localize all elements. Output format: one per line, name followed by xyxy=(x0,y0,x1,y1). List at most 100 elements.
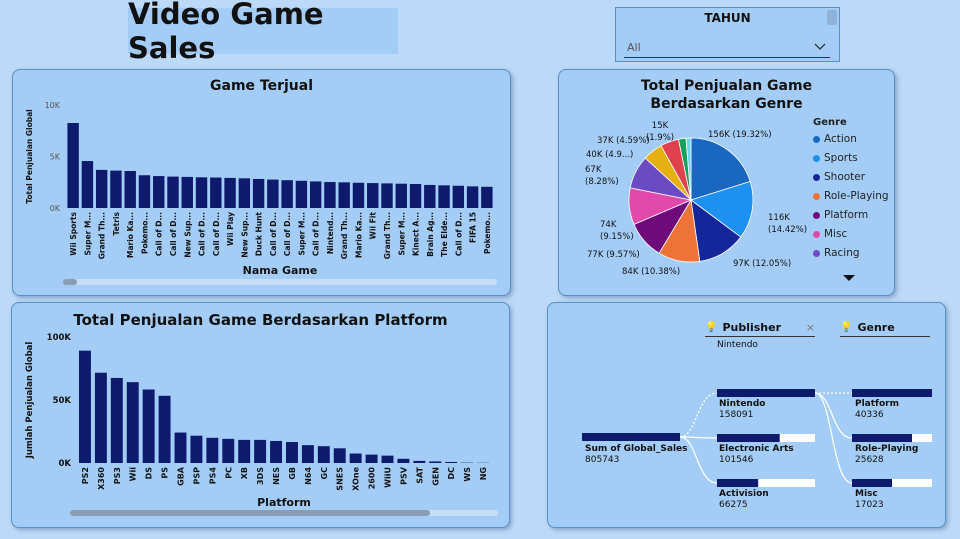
bar[interactable] xyxy=(124,171,136,208)
bar[interactable] xyxy=(238,439,251,463)
legend-label: Role-Playing xyxy=(824,190,889,202)
x-tick-label: GEN xyxy=(431,467,440,486)
tree-header-genre-label: Genre xyxy=(857,321,895,334)
bar[interactable] xyxy=(142,389,155,464)
pie-slice[interactable] xyxy=(690,137,751,201)
bar[interactable] xyxy=(301,445,314,463)
bar[interactable] xyxy=(445,461,458,463)
legend-item[interactable]: Platform xyxy=(813,209,868,221)
pie-slice[interactable] xyxy=(690,181,754,238)
tree-bar[interactable] xyxy=(717,389,815,397)
x-tick-label: GBA xyxy=(177,466,186,486)
bar[interactable] xyxy=(413,460,426,463)
bar[interactable] xyxy=(466,186,479,208)
legend-item[interactable]: Sports xyxy=(813,152,858,164)
bar[interactable] xyxy=(270,440,283,463)
x-tick-label: New Sup... xyxy=(240,212,249,258)
tree-bar[interactable] xyxy=(852,479,892,487)
legend-item[interactable]: Racing xyxy=(813,247,860,259)
year-dropdown[interactable]: All xyxy=(624,37,830,58)
bar[interactable] xyxy=(95,169,108,208)
tree-header-genre[interactable]: 💡 Genre xyxy=(840,321,930,337)
bar[interactable] xyxy=(395,183,407,208)
bar[interactable] xyxy=(67,123,79,208)
bar[interactable] xyxy=(222,438,235,463)
bar[interactable] xyxy=(324,182,336,208)
bar[interactable] xyxy=(481,186,493,208)
bar[interactable] xyxy=(126,382,139,463)
pie-slice[interactable] xyxy=(685,137,692,201)
bar[interactable] xyxy=(349,453,362,463)
bar[interactable] xyxy=(365,454,378,463)
bar[interactable] xyxy=(285,442,298,463)
tree-bar[interactable] xyxy=(717,479,759,487)
bar[interactable] xyxy=(181,176,193,208)
bar[interactable] xyxy=(397,458,410,463)
platform-scroll-thumb[interactable] xyxy=(70,510,430,516)
bar[interactable] xyxy=(174,432,187,463)
bar[interactable] xyxy=(158,395,171,463)
bar[interactable] xyxy=(367,183,379,208)
games-sold-scrollbar[interactable] xyxy=(63,279,497,285)
bar[interactable] xyxy=(281,180,293,208)
legend-item[interactable]: Misc xyxy=(813,228,847,240)
bar[interactable] xyxy=(224,177,236,208)
slicer-clear-icon[interactable] xyxy=(827,10,837,25)
legend-scroll-down-icon[interactable] xyxy=(843,275,855,282)
legend-item[interactable]: Role-Playing xyxy=(813,190,889,202)
dashboard-title: Video Game Sales xyxy=(128,0,398,65)
tree-bar[interactable] xyxy=(852,389,932,397)
x-tick-label: 3DS xyxy=(256,467,265,485)
x-tick-label: Duck Hunt xyxy=(255,212,264,257)
bar[interactable] xyxy=(153,176,165,208)
bar[interactable] xyxy=(78,350,91,463)
bar[interactable] xyxy=(424,184,436,208)
bar[interactable] xyxy=(190,435,203,463)
tree-bar[interactable] xyxy=(582,433,680,441)
tree-bar[interactable] xyxy=(717,434,780,442)
genre-sales-title: Total Penjualan Game Berdasarkan Genre xyxy=(640,78,813,112)
legend-item[interactable]: Action xyxy=(813,133,857,145)
bar[interactable] xyxy=(252,178,265,208)
bar[interactable] xyxy=(94,372,107,463)
bar[interactable] xyxy=(81,161,94,208)
pie-data-label: 40K (4.9...) xyxy=(586,150,633,160)
bar[interactable] xyxy=(338,182,350,208)
bar[interactable] xyxy=(267,179,279,208)
legend-item[interactable]: Shooter xyxy=(813,171,865,183)
bar[interactable] xyxy=(352,182,365,208)
bar[interactable] xyxy=(333,448,346,463)
bar[interactable] xyxy=(195,177,208,208)
year-slicer[interactable]: TAHUN All xyxy=(615,7,840,62)
bar[interactable] xyxy=(309,181,322,208)
close-icon[interactable]: × xyxy=(805,321,815,334)
x-tick-label: PS3 xyxy=(113,467,122,484)
decomposition-tree-panel xyxy=(547,302,946,528)
x-tick-label: XOne xyxy=(352,466,361,490)
bar[interactable] xyxy=(452,185,465,208)
x-tick-label: Call of D... xyxy=(198,212,207,256)
bar[interactable] xyxy=(317,446,330,463)
bar[interactable] xyxy=(429,461,442,463)
bar[interactable] xyxy=(238,178,251,208)
tree-header-publisher[interactable]: 💡 Publisher × xyxy=(705,321,815,337)
platform-sales-title: Total Penjualan Game Berdasarkan Platfor… xyxy=(73,311,448,329)
pie-data-label: 67K xyxy=(585,165,602,175)
bar[interactable] xyxy=(254,439,267,463)
bar[interactable] xyxy=(167,176,179,208)
bar[interactable] xyxy=(206,437,219,463)
games-sold-scroll-thumb[interactable] xyxy=(63,279,77,285)
x-tick-label: NES xyxy=(272,467,281,485)
tree-bar[interactable] xyxy=(852,434,912,442)
bar[interactable] xyxy=(438,185,450,208)
bar[interactable] xyxy=(409,184,422,208)
bar[interactable] xyxy=(210,177,222,208)
bar[interactable] xyxy=(381,455,394,463)
bar[interactable] xyxy=(381,183,393,208)
bar[interactable] xyxy=(295,180,308,208)
platform-scrollbar[interactable] xyxy=(70,510,498,516)
bar[interactable] xyxy=(110,170,122,208)
bar[interactable] xyxy=(110,377,123,463)
tree-root-value: 805743 xyxy=(585,455,620,465)
bar[interactable] xyxy=(138,175,151,208)
